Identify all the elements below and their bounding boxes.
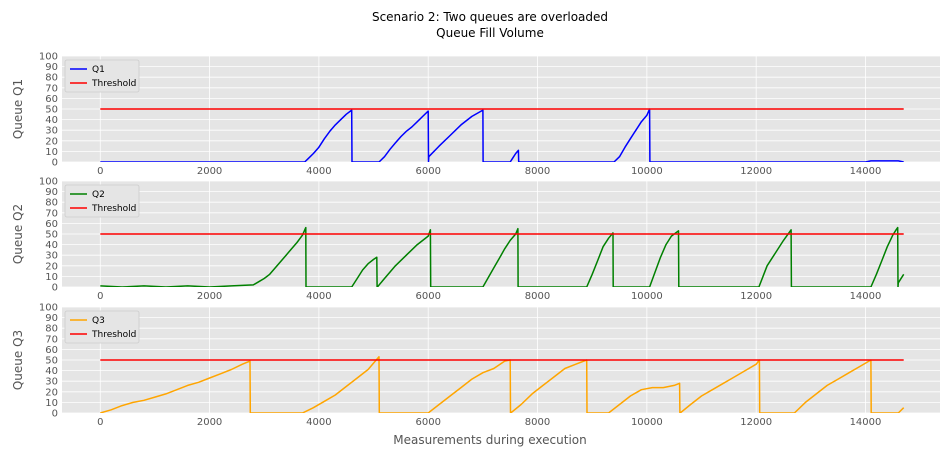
legend-box: [64, 310, 140, 344]
y-tick-label: 0: [52, 409, 58, 420]
x-tick-label: 8000: [525, 166, 550, 177]
y-tick-label: 50: [45, 230, 58, 241]
x-tick-label: 10000: [631, 417, 663, 428]
x-tick-label: 8000: [525, 417, 550, 428]
y-tick-label: 0: [52, 283, 58, 294]
y-tick-label: 10: [45, 147, 58, 158]
figure-title-line1: Scenario 2: Two queues are overloaded: [372, 10, 608, 24]
y-axis-label: Queue Q3: [11, 330, 25, 390]
y-axis-label: Queue Q1: [11, 79, 25, 139]
x-axis-label: Measurements during execution: [393, 433, 586, 447]
y-tick-label: 50: [45, 105, 58, 116]
legend: Q2 Threshold: [64, 184, 140, 218]
y-tick-label: 40: [45, 240, 58, 251]
x-tick-label: 2000: [197, 166, 222, 177]
legend-box: [64, 59, 140, 93]
legend-label: Threshold: [91, 79, 136, 89]
y-tick-label: 80: [45, 73, 58, 84]
y-tick-label: 10: [45, 272, 58, 283]
legend-label: Q3: [92, 316, 105, 326]
y-tick-label: 0: [52, 158, 58, 169]
x-tick-label: 2000: [197, 291, 222, 302]
y-tick-label: 100: [39, 52, 58, 63]
y-tick-label: 90: [45, 313, 58, 324]
series-line-q3: [100, 356, 905, 413]
y-tick-label: 60: [45, 345, 58, 356]
x-tick-label: 6000: [415, 417, 440, 428]
figure-title-line2: Queue Fill Volume: [436, 26, 544, 40]
x-tick-label: 0: [97, 417, 103, 428]
x-tick-label: 14000: [850, 417, 882, 428]
y-tick-label: 20: [45, 136, 58, 147]
x-tick-label: 14000: [850, 166, 882, 177]
series-line-q1: [100, 108, 904, 162]
y-tick-label: 100: [39, 177, 58, 188]
legend-label: Q2: [92, 190, 105, 200]
y-tick-label: 10: [45, 398, 58, 409]
y-tick-label: 30: [45, 126, 58, 137]
y-tick-label: 60: [45, 94, 58, 105]
x-tick-label: 4000: [306, 291, 331, 302]
y-tick-label: 50: [45, 356, 58, 367]
x-tick-label: 6000: [415, 166, 440, 177]
y-tick-label: 20: [45, 261, 58, 272]
y-tick-label: 80: [45, 198, 58, 209]
y-tick-label: 90: [45, 62, 58, 73]
y-tick-label: 40: [45, 115, 58, 126]
x-tick-label: 10000: [631, 166, 663, 177]
x-tick-label: 4000: [306, 166, 331, 177]
x-tick-label: 12000: [740, 291, 772, 302]
legend-box: [64, 184, 140, 218]
y-tick-label: 70: [45, 208, 58, 219]
y-tick-label: 30: [45, 251, 58, 262]
series-line-q2: [100, 226, 905, 287]
y-tick-label: 80: [45, 324, 58, 335]
x-tick-label: 6000: [415, 291, 440, 302]
x-tick-label: 12000: [740, 166, 772, 177]
y-tick-label: 20: [45, 387, 58, 398]
legend-label: Q1: [92, 65, 105, 75]
x-tick-label: 8000: [525, 291, 550, 302]
y-axis-label: Queue Q2: [11, 204, 25, 264]
y-tick-label: 60: [45, 219, 58, 230]
legend-label: Threshold: [91, 330, 136, 340]
x-tick-label: 14000: [850, 291, 882, 302]
x-tick-label: 4000: [306, 417, 331, 428]
y-tick-label: 70: [45, 334, 58, 345]
y-tick-label: 70: [45, 83, 58, 94]
legend: Q3 Threshold: [64, 310, 140, 344]
legend-label: Threshold: [91, 204, 136, 214]
x-tick-label: 12000: [740, 417, 772, 428]
x-tick-label: 10000: [631, 291, 663, 302]
legend: Q1 Threshold: [64, 59, 140, 93]
x-tick-label: 0: [97, 166, 103, 177]
y-tick-label: 100: [39, 303, 58, 314]
y-tick-label: 90: [45, 187, 58, 198]
y-tick-label: 40: [45, 366, 58, 377]
y-tick-label: 30: [45, 377, 58, 388]
x-tick-label: 0: [97, 291, 103, 302]
x-tick-label: 2000: [197, 417, 222, 428]
